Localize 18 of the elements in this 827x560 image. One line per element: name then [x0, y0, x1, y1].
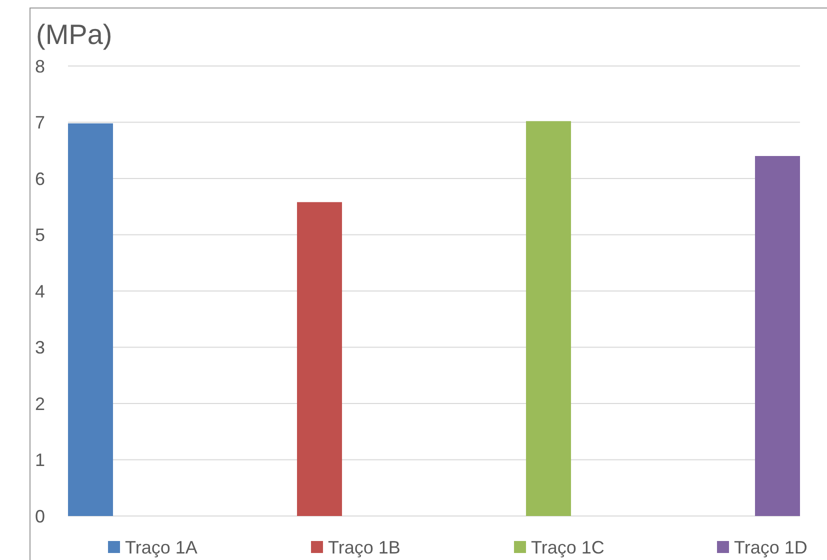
bar: [68, 123, 113, 516]
y-tick-label: 7: [34, 112, 45, 133]
y-tick-label: 1: [34, 450, 45, 470]
y-tick-label: 4: [34, 281, 45, 302]
legend-label: Traço 1B: [328, 537, 400, 558]
bar: [297, 202, 342, 516]
y-tick-label: 2: [34, 394, 45, 414]
y-axis-title: (MPa): [36, 19, 112, 50]
bar: [526, 121, 571, 516]
legend-label: Traço 1C: [531, 537, 604, 558]
y-tick-label: 0: [34, 506, 45, 526]
y-tick-label: 6: [34, 168, 45, 189]
y-tick-label: 8: [34, 56, 45, 76]
legend-label: Traço 1D: [734, 537, 808, 558]
bar: [755, 156, 800, 516]
y-tick-label: 3: [34, 338, 45, 358]
y-tick-label: 5: [34, 225, 45, 246]
legend-label: Traço 1A: [125, 537, 198, 558]
